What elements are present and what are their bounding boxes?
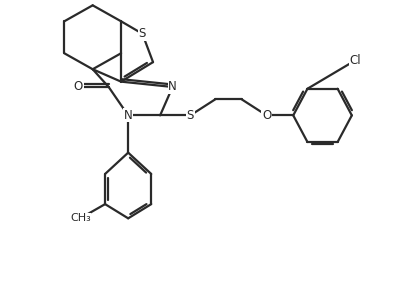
Text: N: N [124,109,133,122]
Text: CH₃: CH₃ [70,213,91,223]
Text: O: O [74,80,83,93]
Text: Cl: Cl [350,54,361,67]
Text: S: S [187,109,194,122]
Text: S: S [139,27,146,40]
Text: N: N [168,80,177,93]
Text: O: O [262,109,271,122]
